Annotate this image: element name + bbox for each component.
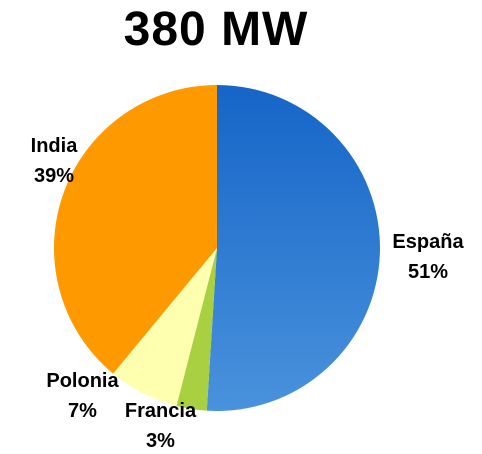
slice-label-india: India 39% [18, 133, 90, 189]
slice-label-polonia: Polonia 7% [35, 368, 130, 424]
pie-slice-india [54, 85, 217, 374]
slice-percent-espana: 51% [407, 261, 449, 283]
chart-title: 380 MW [123, 3, 309, 56]
slice-percent-india: 39% [33, 165, 75, 187]
slice-percent-francia: 3% [146, 430, 175, 452]
slice-label-francia: Francia 3% [113, 398, 208, 454]
slice-percent-polonia: 7% [68, 400, 97, 422]
slice-label-espana: España 51% [383, 229, 473, 285]
slice-name-espana: España [392, 231, 464, 253]
slice-name-francia: Francia [124, 400, 197, 422]
pie-slice-espana [206, 85, 380, 412]
pie-slice-francia [176, 248, 217, 411]
pie-slices [54, 85, 380, 412]
slice-name-polonia: Polonia [46, 370, 119, 392]
pie-slice-polonia [113, 248, 217, 406]
slice-name-india: India [30, 135, 78, 157]
